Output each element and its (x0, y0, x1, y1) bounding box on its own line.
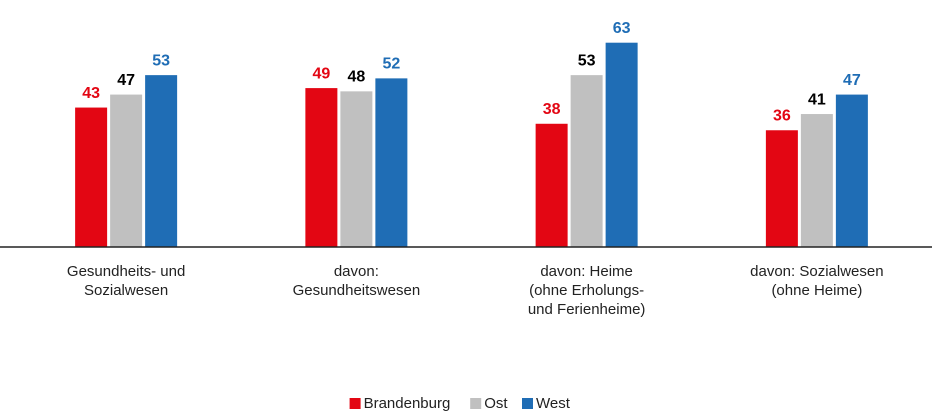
bar (375, 78, 408, 247)
value-label: 63 (613, 20, 631, 37)
bar (535, 123, 568, 247)
value-label: 49 (312, 65, 330, 82)
x-tick-label: davon: (334, 263, 379, 280)
value-label: 38 (543, 101, 561, 118)
legend-label: Brandenburg (364, 395, 451, 412)
bar (800, 114, 833, 248)
bar (110, 94, 143, 247)
legend-swatch (522, 398, 533, 409)
value-label: 47 (117, 72, 135, 89)
bar (145, 75, 178, 247)
x-tick-label: Gesundheitswesen (293, 282, 421, 299)
legend-label: West (536, 395, 571, 412)
x-tick-label: davon: Heime (540, 263, 633, 280)
x-tick-label: davon: Sozialwesen (750, 263, 883, 280)
value-label: 48 (347, 69, 365, 86)
value-label: 52 (382, 56, 400, 73)
x-tick-label: Gesundheits- und (67, 263, 185, 280)
bar (305, 88, 338, 247)
legend-label: Ost (484, 395, 508, 412)
x-tick-label: und Ferienheime) (528, 301, 646, 318)
x-tick-label: Sozialwesen (84, 282, 168, 299)
value-label: 53 (578, 52, 596, 69)
bar (765, 130, 798, 247)
value-label: 41 (808, 91, 826, 108)
bar (570, 75, 603, 247)
value-label: 43 (82, 85, 100, 102)
bar (835, 94, 868, 247)
value-label: 53 (152, 52, 170, 69)
bar (340, 91, 373, 247)
bar (605, 42, 638, 248)
x-tick-label: (ohne Erholungs- (529, 282, 644, 299)
value-label: 36 (773, 107, 791, 124)
x-tick-label: (ohne Heime) (771, 282, 862, 299)
legend-swatch (349, 398, 361, 409)
bar (75, 107, 108, 247)
legend-swatch (470, 398, 482, 409)
value-label: 47 (843, 72, 861, 89)
